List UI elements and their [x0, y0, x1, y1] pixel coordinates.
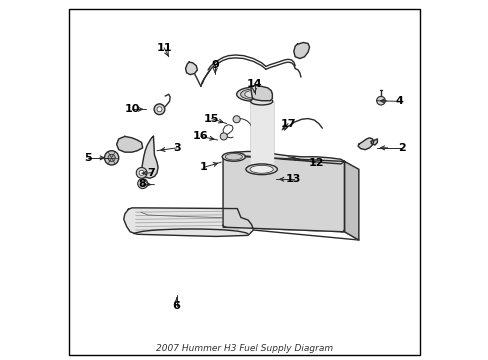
Text: 9: 9 [211, 60, 219, 70]
Ellipse shape [245, 164, 277, 175]
Ellipse shape [225, 154, 242, 160]
Text: 6: 6 [172, 301, 180, 311]
Text: 2: 2 [397, 143, 405, 153]
Polygon shape [185, 62, 197, 75]
Circle shape [376, 96, 385, 105]
Polygon shape [250, 102, 272, 166]
Polygon shape [223, 156, 344, 232]
Text: 17: 17 [280, 118, 295, 129]
Text: 16: 16 [193, 131, 208, 141]
Circle shape [157, 107, 162, 112]
Ellipse shape [222, 152, 245, 161]
Text: 14: 14 [246, 79, 262, 89]
Circle shape [139, 170, 144, 175]
Circle shape [136, 167, 147, 178]
Polygon shape [250, 85, 272, 101]
Polygon shape [357, 138, 373, 150]
Ellipse shape [240, 89, 268, 100]
Text: 4: 4 [395, 96, 403, 107]
Text: 11: 11 [156, 43, 171, 53]
Text: 8: 8 [139, 179, 146, 189]
Circle shape [220, 133, 227, 140]
Circle shape [154, 104, 164, 114]
Text: 13: 13 [285, 174, 301, 184]
Polygon shape [123, 208, 253, 237]
Text: 5: 5 [84, 153, 92, 163]
Text: 2007 Hummer H3 Fuel Supply Diagram: 2007 Hummer H3 Fuel Supply Diagram [156, 344, 332, 353]
Text: 7: 7 [147, 168, 155, 178]
Ellipse shape [236, 87, 272, 102]
Circle shape [104, 151, 119, 165]
Polygon shape [223, 152, 344, 164]
Circle shape [108, 154, 115, 161]
Text: 10: 10 [124, 104, 140, 114]
Ellipse shape [244, 90, 264, 98]
Polygon shape [116, 136, 142, 152]
Polygon shape [248, 166, 274, 173]
Text: 15: 15 [203, 113, 219, 123]
Circle shape [140, 181, 144, 186]
Ellipse shape [249, 165, 273, 173]
Circle shape [233, 116, 240, 123]
Polygon shape [370, 139, 377, 145]
Text: 3: 3 [172, 143, 180, 153]
Polygon shape [344, 161, 358, 240]
Polygon shape [142, 136, 158, 178]
Circle shape [138, 179, 147, 189]
Text: 12: 12 [307, 158, 323, 168]
Text: 1: 1 [199, 162, 207, 172]
Polygon shape [293, 42, 309, 59]
Ellipse shape [250, 98, 272, 105]
